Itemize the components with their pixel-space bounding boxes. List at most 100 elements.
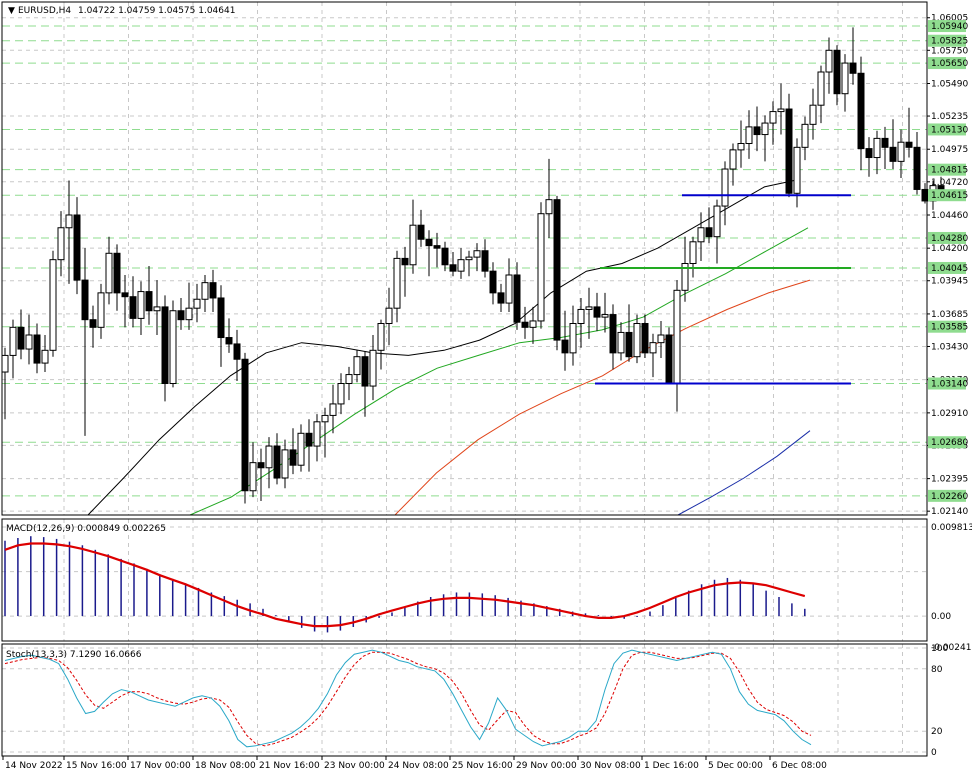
price-level-tag — [928, 377, 966, 390]
candle-body-bear — [209, 282, 217, 299]
candle — [849, 27, 857, 85]
price-grid — [2, 2, 927, 515]
candle — [577, 297, 585, 348]
price-level-tag-label: 1.03585 — [931, 323, 968, 333]
time-axis-label: 29 Nov 00:00 — [516, 761, 577, 771]
candle-body-bull — [353, 356, 361, 376]
price-level-tag — [928, 436, 966, 449]
candle — [897, 129, 905, 178]
candle — [657, 320, 665, 358]
macd-axis-label: 0.00 — [931, 612, 951, 622]
candle-body-bull — [385, 307, 393, 325]
candle — [721, 161, 729, 226]
stochastic-pane[interactable]: 100 80 20 0 Stoch(13,3,3) 7.1290 16.0666 — [1, 643, 948, 758]
macd-pane[interactable]: 0.009813 0.00 -0.002416 MACD(12,26,9) 0.00… — [1, 518, 972, 653]
candle — [665, 327, 673, 385]
candle-body-bear — [593, 306, 601, 318]
candle-body-bull — [465, 256, 473, 261]
candle-body-bear — [433, 245, 441, 249]
price-pane-border — [1, 1, 928, 516]
candle-body-bear — [665, 334, 673, 385]
price-axis-label: 1.02140 — [931, 507, 968, 517]
time-axis-label: 17 Nov 00:00 — [130, 761, 191, 771]
candle-body-bear — [257, 462, 265, 469]
candle-body-bull — [713, 205, 721, 238]
candle-body-bull — [841, 62, 849, 95]
dropdown-arrow-icon[interactable]: ▼ — [8, 6, 15, 16]
candle — [593, 292, 601, 332]
candle-body-bull — [793, 146, 801, 194]
price-level-tag — [928, 163, 966, 176]
candle — [89, 305, 97, 348]
candle-body-bull — [761, 122, 769, 136]
macd-axis-label: 0.009813 — [931, 523, 972, 533]
candle-body-bull — [409, 224, 417, 266]
price-axis-label: 1.05490 — [931, 79, 968, 89]
candle — [521, 306, 529, 339]
candle-body-bull — [377, 323, 385, 351]
candle — [617, 322, 625, 361]
price-level-tag-label: 1.05650 — [931, 59, 968, 69]
candle-body-bull — [201, 282, 209, 300]
candle-body-bull — [457, 259, 465, 272]
price-axis-label: 1.04200 — [931, 244, 968, 254]
candle-body-bull — [321, 414, 329, 423]
candle-body-bull — [769, 111, 777, 124]
candle — [681, 236, 689, 302]
candle — [41, 334, 49, 373]
candle — [753, 106, 761, 152]
price-level-tag — [928, 57, 966, 70]
price-level-tag-label: 1.04045 — [931, 264, 968, 274]
candle — [769, 101, 777, 145]
price-level-tag-label: 1.02680 — [931, 438, 968, 448]
candle — [857, 56, 865, 171]
stochastic-main-line — [4, 649, 812, 748]
candle-body-bull — [649, 342, 657, 354]
symbol-label: EURUSD,H4 — [18, 6, 71, 16]
candle — [153, 280, 161, 335]
candle-body-bear — [233, 343, 241, 360]
price-pane[interactable]: 1.06005 1.05750 1.05490 1.05235 1.04975 1.047… — [1, 1, 968, 517]
candle-body-bear — [857, 72, 865, 150]
candle-body-bear — [521, 321, 529, 328]
price-axis-label: 1.04460 — [931, 211, 968, 221]
candle — [329, 384, 337, 434]
candle-body-bull — [41, 349, 49, 364]
candle-body-bull — [777, 108, 785, 113]
candle — [297, 424, 305, 472]
candle-body-bear — [241, 358, 249, 492]
candle-body-bull — [689, 241, 697, 264]
candle-body-bull — [297, 432, 305, 466]
candle — [65, 180, 73, 284]
candle-body-bear — [89, 319, 97, 328]
candle — [649, 333, 657, 378]
candle-body-bull — [153, 306, 161, 312]
time-axis-label: 21 Nov 16:00 — [259, 761, 320, 771]
candle-body-bear — [73, 214, 81, 281]
candle-body-bull — [545, 199, 553, 215]
candle — [321, 407, 329, 458]
candle — [73, 197, 81, 295]
horizontal-lines[interactable] — [595, 194, 851, 385]
candle — [537, 202, 545, 329]
stochastic-axis-label: 100 — [931, 644, 948, 654]
candle-body-bull — [329, 403, 337, 416]
candle — [505, 258, 513, 313]
candle-body-bull — [529, 320, 537, 328]
candle — [737, 120, 745, 168]
candle-body-bull — [97, 292, 105, 328]
candle — [9, 319, 17, 379]
candle — [745, 110, 753, 159]
time-axis-label: 24 Nov 08:00 — [388, 761, 449, 771]
candle — [17, 309, 25, 360]
candle-body-bear — [753, 126, 761, 136]
candle-body-bear — [17, 326, 25, 350]
candle-body-bull — [737, 142, 745, 151]
candle-body-bull — [585, 306, 593, 310]
candle — [81, 248, 89, 436]
price-level-tag — [928, 20, 966, 33]
candle — [25, 314, 33, 365]
candle — [385, 287, 393, 346]
candle — [361, 351, 369, 417]
